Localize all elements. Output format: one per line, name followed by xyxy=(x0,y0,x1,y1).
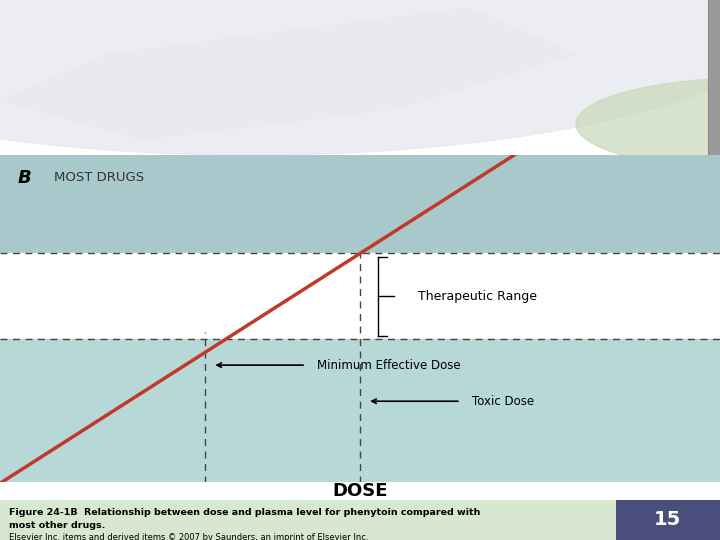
Ellipse shape xyxy=(576,77,720,171)
Text: Minimum Effective Dose: Minimum Effective Dose xyxy=(317,359,460,372)
Ellipse shape xyxy=(0,0,720,155)
Text: Therapeutic Range: Therapeutic Range xyxy=(418,289,536,302)
Bar xyxy=(0,253,720,339)
Text: Toxic Dose: Toxic Dose xyxy=(472,395,534,408)
Bar xyxy=(0,339,720,483)
Polygon shape xyxy=(0,8,576,139)
Text: most other drugs.: most other drugs. xyxy=(9,521,106,530)
Text: Elsevier Inc. items and derived items © 2007 by Saunders, an imprint of Elsevier: Elsevier Inc. items and derived items © … xyxy=(9,532,369,540)
Text: DOSE: DOSE xyxy=(332,482,388,500)
Text: B: B xyxy=(18,169,32,187)
Text: 15: 15 xyxy=(654,510,681,529)
Bar xyxy=(709,0,720,155)
Text: Figure 24-1B  Relationship between dose and plasma level for phenytoin compared : Figure 24-1B Relationship between dose a… xyxy=(9,508,481,517)
Text: MOST DRUGS: MOST DRUGS xyxy=(54,172,144,185)
Bar xyxy=(0,155,720,253)
